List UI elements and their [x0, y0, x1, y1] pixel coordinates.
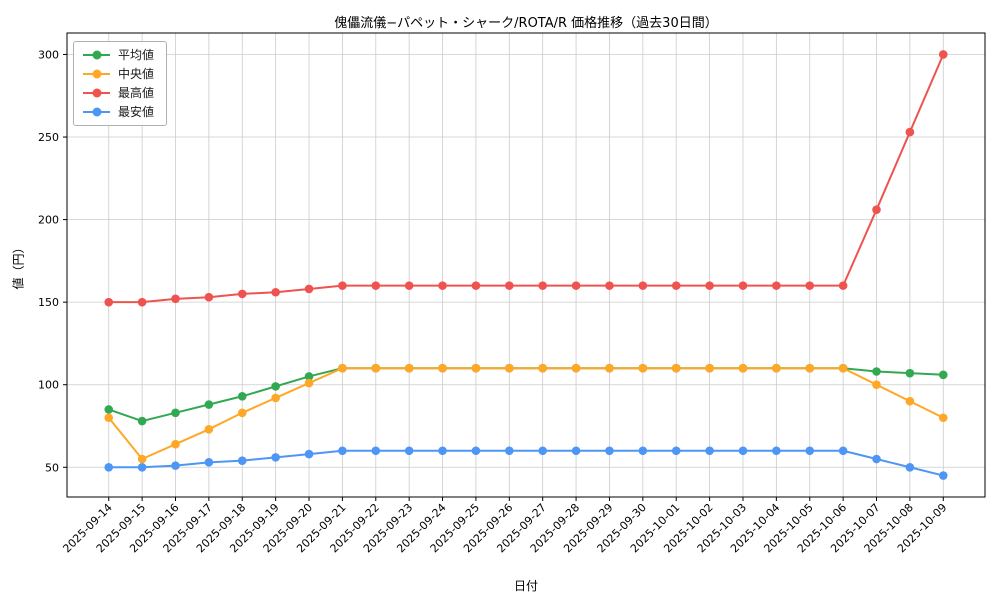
legend-label: 最安値 [118, 105, 155, 119]
chart-title: 傀儡流儀−パペット・シャーク/ROTA/R 価格推移（過去30日間） [334, 16, 718, 31]
legend-label: 中央値 [118, 67, 155, 81]
plot-border [66, 32, 986, 498]
y-tick-labels: 50 100 150 200 250 300 [38, 48, 67, 474]
legend-label: 最高値 [118, 86, 155, 100]
svg-text:100: 100 [38, 379, 59, 392]
legend-item: 最安値 [83, 106, 154, 118]
legend-marker [83, 88, 110, 98]
svg-text:200: 200 [38, 214, 59, 227]
legend-marker [83, 69, 110, 79]
svg-text:250: 250 [38, 131, 59, 144]
legend: 平均値中央値最高値最安値 [73, 41, 168, 126]
svg-text:150: 150 [38, 296, 59, 309]
series-最安値 [104, 446, 948, 480]
legend-item: 中央値 [83, 68, 154, 80]
series-中央値 [104, 363, 948, 464]
x-axis-label: 日付 [513, 579, 538, 593]
legend-label: 平均値 [118, 48, 155, 62]
legend-marker [83, 50, 110, 60]
x-tick-labels: 2025-09-142025-09-152025-09-162025-09-17… [60, 497, 949, 555]
svg-text:300: 300 [38, 48, 59, 61]
legend-marker [83, 107, 110, 117]
series-最高値 [104, 50, 948, 307]
y-axis-label: 値（円） [11, 241, 26, 290]
svg-text:50: 50 [45, 461, 59, 474]
grid [67, 33, 985, 497]
series-平均値 [104, 363, 948, 426]
legend-item: 最高値 [83, 87, 154, 99]
legend-item: 平均値 [83, 49, 154, 61]
